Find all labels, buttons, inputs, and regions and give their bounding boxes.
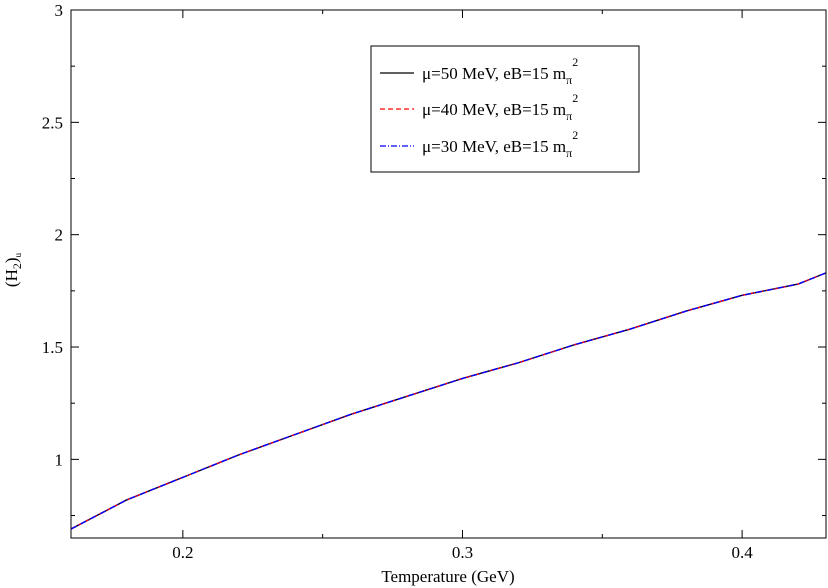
y-tick-label: 2.5 [42,113,63,132]
plot-frame [70,9,827,539]
legend-label-0-main: μ=50 MeV, eB=15 m [422,64,566,83]
legend-label-0-sub: π [566,73,572,87]
legend: μ=50 MeV, eB=15 mπ2 μ=40 MeV, eB=15 mπ2 … [370,45,640,173]
legend-label-2: μ=30 MeV, eB=15 mπ2 [422,128,578,160]
legend-label-0-sup: 2 [572,55,578,69]
legend-label-2-main: μ=30 MeV, eB=15 m [422,137,566,156]
legend-label-1-sub: π [566,109,572,123]
legend-box [370,45,640,173]
series-line-0 [70,272,827,530]
series-line-2 [70,272,827,530]
series-layer [70,272,827,530]
legend-entry-1: μ=40 MeV, eB=15 mπ2 [380,91,578,123]
x-axis-ticks: 0.2 0.3 0.4 [172,10,753,562]
legend-label-1-main: μ=40 MeV, eB=15 m [422,100,566,119]
x-axis-title: Temperature (GeV) [381,567,514,586]
y-tick-label: 1 [55,450,64,469]
y-axis-title: (H2)u [2,252,24,287]
legend-label-0: μ=50 MeV, eB=15 mπ2 [422,55,578,87]
x-tick-label: 0.3 [452,543,473,562]
y-axis-title-sub2: u [13,252,23,257]
y-axis-title-sub1: 2 [10,263,24,269]
legend-label-2-sub: π [566,146,572,160]
y-tick-label: 1.5 [42,338,63,357]
series-line-1 [70,272,827,530]
x-tick-label: 0.4 [731,543,753,562]
legend-label-2-sup: 2 [572,128,578,142]
legend-entry-2: μ=30 MeV, eB=15 mπ2 [380,128,578,160]
y-axis-title-base: (H [2,269,21,287]
y-axis-ticks: 1 1.5 2 2.5 3 [42,1,826,517]
y-tick-label: 3 [55,1,64,20]
x-tick-label: 0.2 [172,543,193,562]
legend-label-1-sup: 2 [572,91,578,105]
legend-entry-0: μ=50 MeV, eB=15 mπ2 [380,55,578,87]
y-axis-title-close: ) [2,257,21,263]
y-tick-label: 2 [55,226,64,245]
legend-label-1: μ=40 MeV, eB=15 mπ2 [422,91,578,123]
